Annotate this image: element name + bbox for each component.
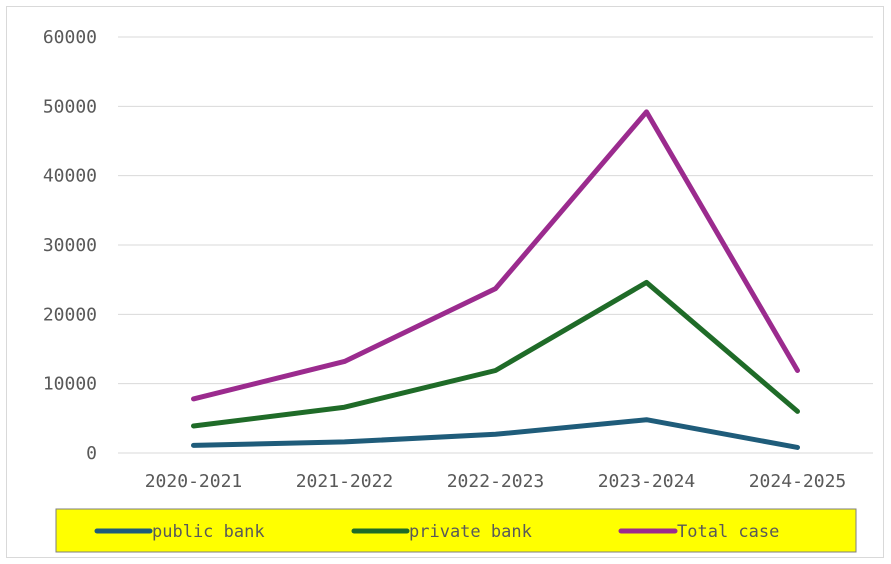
x-axis-tick-labels: 2020-2021 2021-2022 2022-2023 2023-2024 … xyxy=(145,471,847,492)
series-line-total-case xyxy=(191,109,800,402)
x-tick-label: 2021-2022 xyxy=(296,471,394,492)
y-tick-label: 0 xyxy=(86,443,97,464)
x-tick-label: 2022-2023 xyxy=(447,471,545,492)
legend-item-public-bank: public bank xyxy=(94,522,265,542)
series-lines xyxy=(191,109,800,450)
legend-label: Total case xyxy=(677,522,779,542)
x-tick-label: 2023-2024 xyxy=(598,471,696,492)
legend: public bank private bank Total case xyxy=(55,508,857,553)
legend-item-private-bank: private bank xyxy=(351,522,532,542)
legend-label: public bank xyxy=(152,522,265,542)
legend-box xyxy=(55,508,857,553)
y-tick-label: 30000 xyxy=(43,235,97,256)
chart-frame xyxy=(6,6,884,558)
x-tick-label: 2024-2025 xyxy=(749,471,847,492)
y-axis-tick-labels: 0 10000 20000 30000 40000 50000 60000 xyxy=(43,27,97,464)
y-tick-label: 10000 xyxy=(43,374,97,395)
series-line-private-bank xyxy=(191,279,800,429)
legend-item-total-case: Total case xyxy=(618,522,779,542)
y-tick-label: 20000 xyxy=(43,304,97,325)
y-tick-label: 40000 xyxy=(43,166,97,187)
series-line-public-bank xyxy=(191,417,800,450)
legend-label: private bank xyxy=(409,522,532,542)
gridlines xyxy=(118,36,873,454)
x-tick-label: 2020-2021 xyxy=(145,471,243,492)
y-tick-label: 50000 xyxy=(43,96,97,117)
y-tick-label: 60000 xyxy=(43,27,97,48)
